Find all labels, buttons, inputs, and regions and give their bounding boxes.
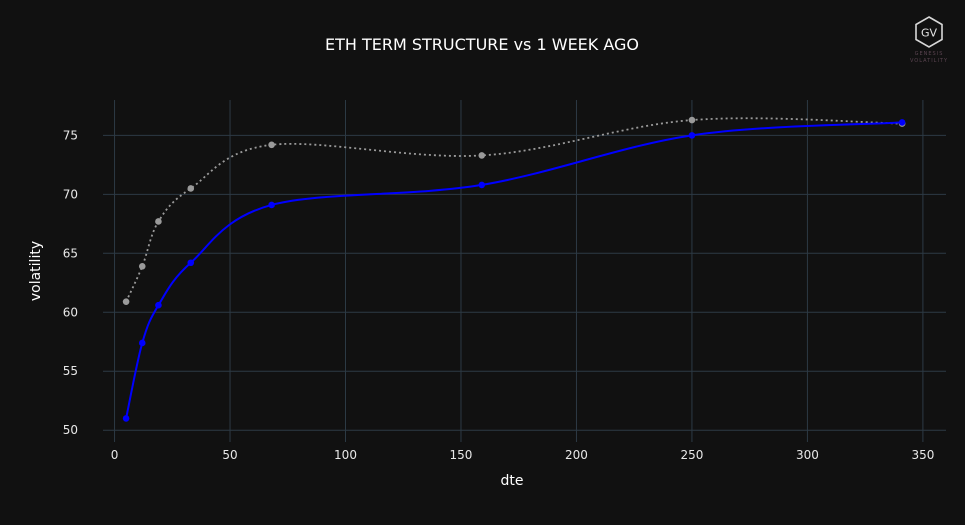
week-ago-point: [268, 141, 275, 149]
y-tick-label: 60: [63, 305, 78, 319]
x-tick-label: 200: [565, 448, 588, 462]
x-tick-label: 250: [680, 448, 703, 462]
x-tick-label: 350: [911, 448, 934, 462]
y-tick-label: 65: [63, 246, 78, 260]
tick-labels: 0 50 100 150 200 250 300 350 50 55 60 65 70 75: [63, 128, 935, 462]
y-tick-label: 55: [63, 364, 78, 378]
current-point: [155, 301, 162, 309]
week-ago-point: [187, 185, 195, 192]
hexagon-icon: [915, 16, 943, 48]
current-point: [688, 132, 696, 139]
week-ago-point: [155, 218, 162, 225]
current-point: [122, 415, 130, 422]
current-point: [478, 181, 486, 189]
current-point: [268, 201, 275, 209]
grid: [103, 100, 946, 442]
week-ago-series-line: [125, 117, 903, 303]
genesis-volatility-logo: GV GENESIS VOLATILITY: [910, 16, 948, 64]
week-ago-point: [688, 116, 696, 124]
x-tick-label: 0: [111, 448, 119, 462]
week-ago-point: [138, 262, 146, 270]
y-tick-label: 50: [63, 423, 78, 437]
current-point: [138, 339, 146, 347]
current-point: [898, 119, 906, 126]
y-tick-label: 70: [63, 187, 78, 201]
current-point: [187, 259, 195, 267]
logo-initials: GV: [921, 27, 938, 40]
logo-line1: GENESIS: [915, 51, 944, 57]
logo-line2: VOLATILITY: [910, 58, 948, 64]
week-ago-point: [478, 152, 486, 159]
chart-title: ETH TERM STRUCTURE vs 1 WEEK AGO: [325, 35, 639, 54]
x-tick-label: 50: [222, 448, 237, 462]
x-tick-label: 150: [450, 448, 473, 462]
y-axis-label: volatility: [28, 241, 44, 301]
week-ago-point: [122, 298, 130, 305]
series-layer: [122, 116, 906, 422]
x-axis-label: dte: [501, 473, 524, 489]
x-tick-label: 100: [334, 448, 357, 462]
x-tick-label: 300: [796, 448, 819, 462]
y-tick-label: 75: [63, 128, 78, 142]
